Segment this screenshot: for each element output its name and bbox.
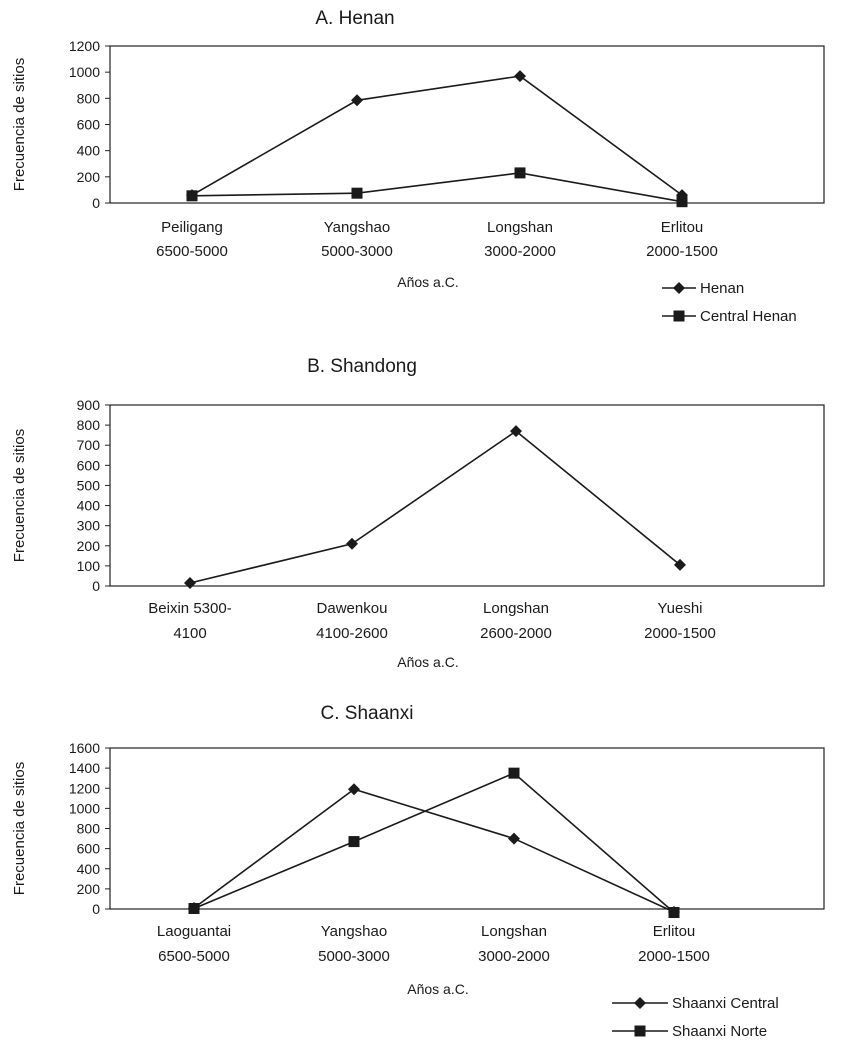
data-point-square <box>676 196 688 208</box>
x-axis-title: Años a.C. <box>407 981 468 997</box>
data-point-square <box>508 767 520 779</box>
legend: Henan Central Henan <box>662 280 797 325</box>
y-tick-label: 800 <box>77 821 101 837</box>
x-category-label: 3000-2000 <box>484 243 556 260</box>
y-axis-title: Frecuencia de sitios <box>11 58 28 191</box>
chart-panel-0: A. Henan 0 200 400 600 800 1000 1200 Frecuencia … <box>11 8 825 325</box>
data-point-square <box>514 167 526 179</box>
y-tick-label: 1200 <box>69 780 100 796</box>
x-category-label: Laoguantai <box>157 923 231 940</box>
series-line <box>191 172 683 203</box>
x-category-label: Longshan <box>483 600 549 617</box>
chart-panel-1: B. Shandong 0 100 200 300 400 500 600 700 800 900 F… <box>11 356 825 670</box>
x-category-label: Yangshao <box>321 923 387 940</box>
data-point-diamond <box>508 832 520 845</box>
series-line <box>191 75 683 196</box>
data-point-diamond <box>514 70 526 83</box>
data-point-diamond <box>351 94 363 107</box>
y-axis-title: Frecuencia de sitios <box>11 762 28 895</box>
y-tick-label: 100 <box>77 558 101 574</box>
y-tick-label: 0 <box>92 578 100 594</box>
data-point-square <box>188 902 200 914</box>
legend-label: Henan <box>700 280 744 297</box>
y-tick-label: 800 <box>77 90 101 106</box>
y-tick-label: 400 <box>77 143 101 159</box>
data-point-diamond <box>346 537 358 550</box>
series-line <box>189 430 681 584</box>
x-category-label: Longshan <box>481 923 547 940</box>
y-tick-label: 700 <box>77 437 101 453</box>
x-axis-title: Años a.C. <box>397 654 458 670</box>
x-category-label: 6500-5000 <box>158 948 230 965</box>
y-tick-label: 200 <box>77 169 101 185</box>
x-category-label: Erlitou <box>661 219 704 236</box>
chart-title: B. Shandong <box>307 356 417 377</box>
y-tick-label: 1400 <box>69 760 100 776</box>
data-point-square <box>668 907 680 919</box>
chart-panel-2: C. Shaanxi 0 200 400 600 800 1000 1200 1400 1600 F… <box>11 703 825 1040</box>
x-category-label: 3000-2000 <box>478 948 550 965</box>
x-category-label: 2600-2000 <box>480 625 552 642</box>
x-category-label: Yangshao <box>324 219 390 236</box>
x-category-label: 6500-5000 <box>156 243 228 260</box>
x-category-label: Erlitou <box>653 923 696 940</box>
legend-marker-diamond <box>634 997 646 1009</box>
y-tick-label: 600 <box>77 117 101 133</box>
y-tick-label: 400 <box>77 861 101 877</box>
x-category-label: 2000-1500 <box>644 625 716 642</box>
y-tick-label: 1200 <box>69 38 100 54</box>
x-category-label: 5000-3000 <box>321 243 393 260</box>
legend-label: Shaanxi Norte <box>672 1023 767 1040</box>
y-tick-label: 900 <box>77 397 101 413</box>
y-tick-label: 300 <box>77 518 101 534</box>
x-category-label: Peiligang <box>161 219 223 236</box>
data-point-diamond <box>184 576 196 589</box>
legend-marker-square <box>673 310 685 322</box>
data-point-square <box>351 187 363 199</box>
legend-label: Central Henan <box>700 308 797 325</box>
legend-marker-square <box>634 1025 646 1037</box>
y-tick-label: 1600 <box>69 740 100 756</box>
data-point-square <box>348 836 360 848</box>
y-tick-label: 400 <box>77 498 101 514</box>
x-category-label: 5000-3000 <box>318 948 390 965</box>
legend-marker-diamond <box>673 282 685 294</box>
y-axis-title: Frecuencia de sitios <box>11 429 28 562</box>
y-tick-label: 500 <box>77 477 101 493</box>
data-point-diamond <box>510 425 522 438</box>
y-tick-label: 1000 <box>69 64 100 80</box>
y-tick-label: 0 <box>92 195 100 211</box>
y-tick-label: 600 <box>77 457 101 473</box>
data-point-square <box>186 190 198 202</box>
data-point-diamond <box>348 783 360 796</box>
y-tick-label: 200 <box>77 881 101 897</box>
x-category-label: Yueshi <box>657 600 702 617</box>
plot-frame <box>109 747 825 910</box>
plot-frame <box>109 404 825 587</box>
legend-label: Shaanxi Central <box>672 995 779 1012</box>
series-line <box>193 788 675 913</box>
legend: Shaanxi Central Shaanxi Norte <box>612 995 779 1040</box>
y-tick-label: 1000 <box>69 800 100 816</box>
x-axis-title: Años a.C. <box>397 274 458 290</box>
y-tick-label: 200 <box>77 538 101 554</box>
y-tick-label: 600 <box>77 841 101 857</box>
chart-title: A. Henan <box>315 8 394 29</box>
chart-title: C. Shaanxi <box>321 703 414 724</box>
x-category-label: 2000-1500 <box>646 243 718 260</box>
x-category-label: 2000-1500 <box>638 948 710 965</box>
x-category-label: 4100 <box>173 625 206 642</box>
y-tick-label: 800 <box>77 417 101 433</box>
series-line <box>193 772 675 914</box>
x-category-label: 4100-2600 <box>316 625 388 642</box>
x-category-label: Longshan <box>487 219 553 236</box>
x-category-label: Beixin 5300- <box>148 600 231 617</box>
x-category-label: Dawenkou <box>317 600 388 617</box>
y-tick-label: 0 <box>92 901 100 917</box>
data-point-diamond <box>674 558 686 571</box>
